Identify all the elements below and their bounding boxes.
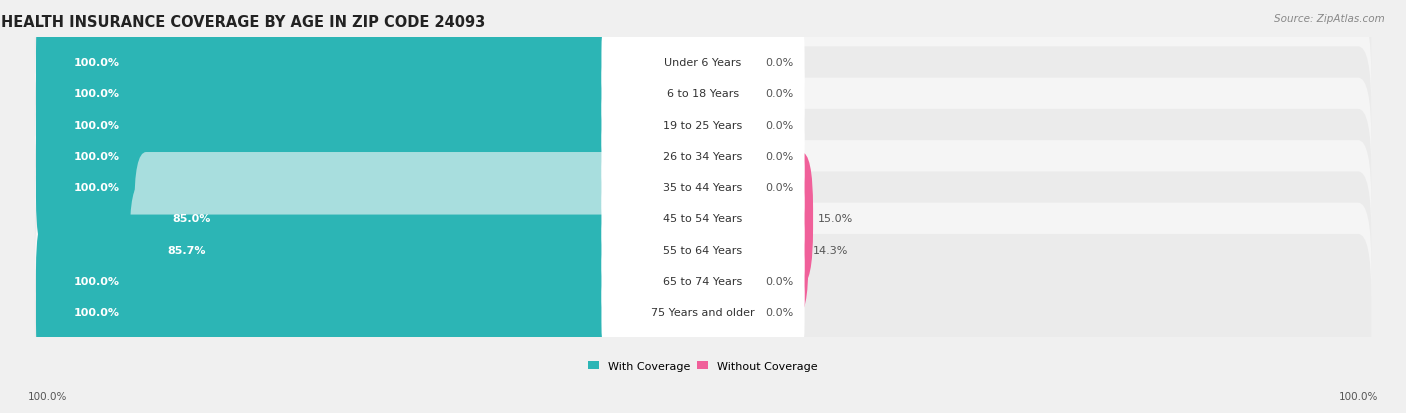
FancyBboxPatch shape xyxy=(692,90,761,223)
FancyBboxPatch shape xyxy=(692,28,761,160)
Text: 6 to 18 Years: 6 to 18 Years xyxy=(666,89,740,99)
FancyBboxPatch shape xyxy=(37,28,714,160)
FancyBboxPatch shape xyxy=(692,121,761,254)
Legend: With Coverage, Without Coverage: With Coverage, Without Coverage xyxy=(588,361,818,371)
Text: 0.0%: 0.0% xyxy=(765,152,793,161)
Text: HEALTH INSURANCE COVERAGE BY AGE IN ZIP CODE 24093: HEALTH INSURANCE COVERAGE BY AGE IN ZIP … xyxy=(1,15,485,30)
FancyBboxPatch shape xyxy=(134,153,714,285)
FancyBboxPatch shape xyxy=(602,69,804,182)
FancyBboxPatch shape xyxy=(692,0,761,129)
FancyBboxPatch shape xyxy=(37,90,714,223)
FancyBboxPatch shape xyxy=(35,203,1371,359)
Text: 0.0%: 0.0% xyxy=(765,58,793,68)
FancyBboxPatch shape xyxy=(35,109,1371,266)
FancyBboxPatch shape xyxy=(602,7,804,119)
FancyBboxPatch shape xyxy=(37,0,714,129)
Text: 45 to 54 Years: 45 to 54 Years xyxy=(664,214,742,224)
FancyBboxPatch shape xyxy=(602,38,804,150)
FancyBboxPatch shape xyxy=(692,246,761,379)
FancyBboxPatch shape xyxy=(35,172,1371,328)
FancyBboxPatch shape xyxy=(692,215,761,348)
Text: 85.7%: 85.7% xyxy=(167,245,207,255)
Text: 0.0%: 0.0% xyxy=(765,120,793,131)
Text: 0.0%: 0.0% xyxy=(765,276,793,286)
FancyBboxPatch shape xyxy=(37,215,714,348)
Text: 85.0%: 85.0% xyxy=(173,214,211,224)
Text: 75 Years and older: 75 Years and older xyxy=(651,308,755,318)
Text: 0.0%: 0.0% xyxy=(765,89,793,99)
Text: 19 to 25 Years: 19 to 25 Years xyxy=(664,120,742,131)
FancyBboxPatch shape xyxy=(37,59,714,192)
FancyBboxPatch shape xyxy=(35,0,1371,141)
FancyBboxPatch shape xyxy=(35,141,1371,297)
FancyBboxPatch shape xyxy=(602,256,804,369)
Text: 0.0%: 0.0% xyxy=(765,308,793,318)
FancyBboxPatch shape xyxy=(35,16,1371,172)
Text: Under 6 Years: Under 6 Years xyxy=(665,58,741,68)
Text: 100.0%: 100.0% xyxy=(75,276,120,286)
FancyBboxPatch shape xyxy=(35,47,1371,204)
FancyBboxPatch shape xyxy=(35,234,1371,391)
FancyBboxPatch shape xyxy=(129,184,714,316)
FancyBboxPatch shape xyxy=(692,59,761,192)
Text: 100.0%: 100.0% xyxy=(75,58,120,68)
Text: 15.0%: 15.0% xyxy=(818,214,853,224)
Text: 100.0%: 100.0% xyxy=(75,120,120,131)
Text: 100.0%: 100.0% xyxy=(28,391,67,401)
Text: 100.0%: 100.0% xyxy=(75,183,120,193)
FancyBboxPatch shape xyxy=(602,225,804,337)
Text: 100.0%: 100.0% xyxy=(1339,391,1378,401)
FancyBboxPatch shape xyxy=(602,100,804,213)
Text: 35 to 44 Years: 35 to 44 Years xyxy=(664,183,742,193)
FancyBboxPatch shape xyxy=(602,194,804,306)
FancyBboxPatch shape xyxy=(37,246,714,379)
Text: 14.3%: 14.3% xyxy=(813,245,848,255)
FancyBboxPatch shape xyxy=(37,121,714,254)
Text: 55 to 64 Years: 55 to 64 Years xyxy=(664,245,742,255)
FancyBboxPatch shape xyxy=(602,131,804,244)
Text: Source: ZipAtlas.com: Source: ZipAtlas.com xyxy=(1274,14,1385,24)
Text: 100.0%: 100.0% xyxy=(75,308,120,318)
FancyBboxPatch shape xyxy=(35,78,1371,235)
Text: 100.0%: 100.0% xyxy=(75,152,120,161)
FancyBboxPatch shape xyxy=(692,184,808,316)
FancyBboxPatch shape xyxy=(602,163,804,275)
Text: 65 to 74 Years: 65 to 74 Years xyxy=(664,276,742,286)
Text: 0.0%: 0.0% xyxy=(765,183,793,193)
FancyBboxPatch shape xyxy=(692,153,813,285)
Text: 100.0%: 100.0% xyxy=(75,89,120,99)
Text: 26 to 34 Years: 26 to 34 Years xyxy=(664,152,742,161)
